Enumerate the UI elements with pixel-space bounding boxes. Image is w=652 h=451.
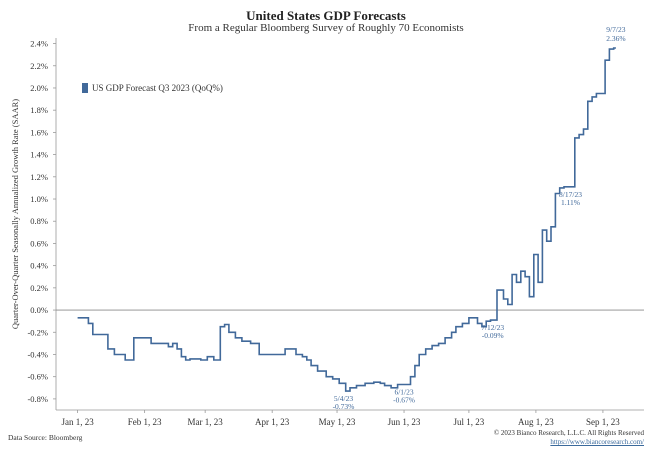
legend: US GDP Forecast Q3 2023 (QoQ%) <box>82 83 223 93</box>
y-tick-label: -0.2% <box>27 327 48 337</box>
y-tick-label: 0.2% <box>30 283 48 293</box>
annotation-date: 8/17/23 <box>559 190 582 199</box>
y-tick-label: 0.0% <box>30 305 48 315</box>
annotation-value: 1.11% <box>561 198 580 207</box>
y-tick-label: 0.8% <box>30 216 48 226</box>
annotation-value: -0.73% <box>333 402 355 411</box>
x-tick-label: May 1, 23 <box>319 417 356 427</box>
y-tick-label: -0.4% <box>27 349 48 359</box>
website-link[interactable]: https://www.biancoresearch.com/ <box>550 438 644 446</box>
x-tick-label: Aug 1, 23 <box>518 417 554 427</box>
y-tick-label: 1.4% <box>30 150 48 160</box>
y-tick-label: 0.4% <box>30 261 48 271</box>
annotation-date: 6/1/23 <box>394 387 413 396</box>
chart-title: United States GDP Forecasts <box>246 8 406 23</box>
copyright-block: © 2023 Bianco Research, L.L.C. All Right… <box>494 429 644 447</box>
series-line <box>77 47 616 392</box>
x-tick-label: Apr 1, 23 <box>255 417 290 427</box>
x-tick-label: Jan 1, 23 <box>61 417 94 427</box>
annotation-value: 2.36% <box>606 34 625 43</box>
annotation-date: 9/7/23 <box>606 25 625 34</box>
data-source: Data Source: Bloomberg <box>8 433 83 442</box>
x-tick-label: Sep 1, 23 <box>586 417 620 427</box>
copyright-text: © 2023 Bianco Research, L.L.C. All Right… <box>493 429 644 437</box>
y-axis-label: Quarter-Over-Quarter Seasonally Annualiz… <box>10 99 20 329</box>
y-tick-label: 2.2% <box>30 61 48 71</box>
y-tick-label: 1.2% <box>30 172 48 182</box>
series-layer <box>77 47 616 392</box>
chart-subtitle: From a Regular Bloomberg Survey of Rough… <box>188 22 464 34</box>
annotation-date: 7/12/23 <box>481 323 504 332</box>
y-tick-label: 1.6% <box>30 127 48 137</box>
y-tick-label: -0.6% <box>27 372 48 382</box>
x-tick-label: Jun 1, 23 <box>388 417 421 427</box>
y-tick-label: 2.0% <box>30 83 48 93</box>
y-tick-label: -0.8% <box>27 394 48 404</box>
legend-swatch <box>82 83 88 93</box>
legend-label: US GDP Forecast Q3 2023 (QoQ%) <box>92 83 223 93</box>
y-tick-label: 1.0% <box>30 194 48 204</box>
axes: -0.8% -0.6% -0.4% -0.2% 0.0% 0.2% 0.4% 0.6% 0.8%… <box>27 38 644 427</box>
annotation-value: -0.09% <box>482 331 504 340</box>
annotation-layer: 5/4/23-0.73% 6/1/23-0.67% 7/12/23-0.09% 8/1… <box>333 25 626 411</box>
y-tick-label: 1.8% <box>30 105 48 115</box>
y-tick-label: 0.6% <box>30 238 48 248</box>
x-tick-label: Feb 1, 23 <box>128 417 162 427</box>
annotation-value: -0.67% <box>393 395 415 404</box>
y-tick-label: 2.4% <box>30 39 48 49</box>
annotation-date: 5/4/23 <box>334 394 353 403</box>
x-tick-label: Mar 1, 23 <box>188 417 224 427</box>
x-tick-label: Jul 1, 23 <box>454 417 485 427</box>
